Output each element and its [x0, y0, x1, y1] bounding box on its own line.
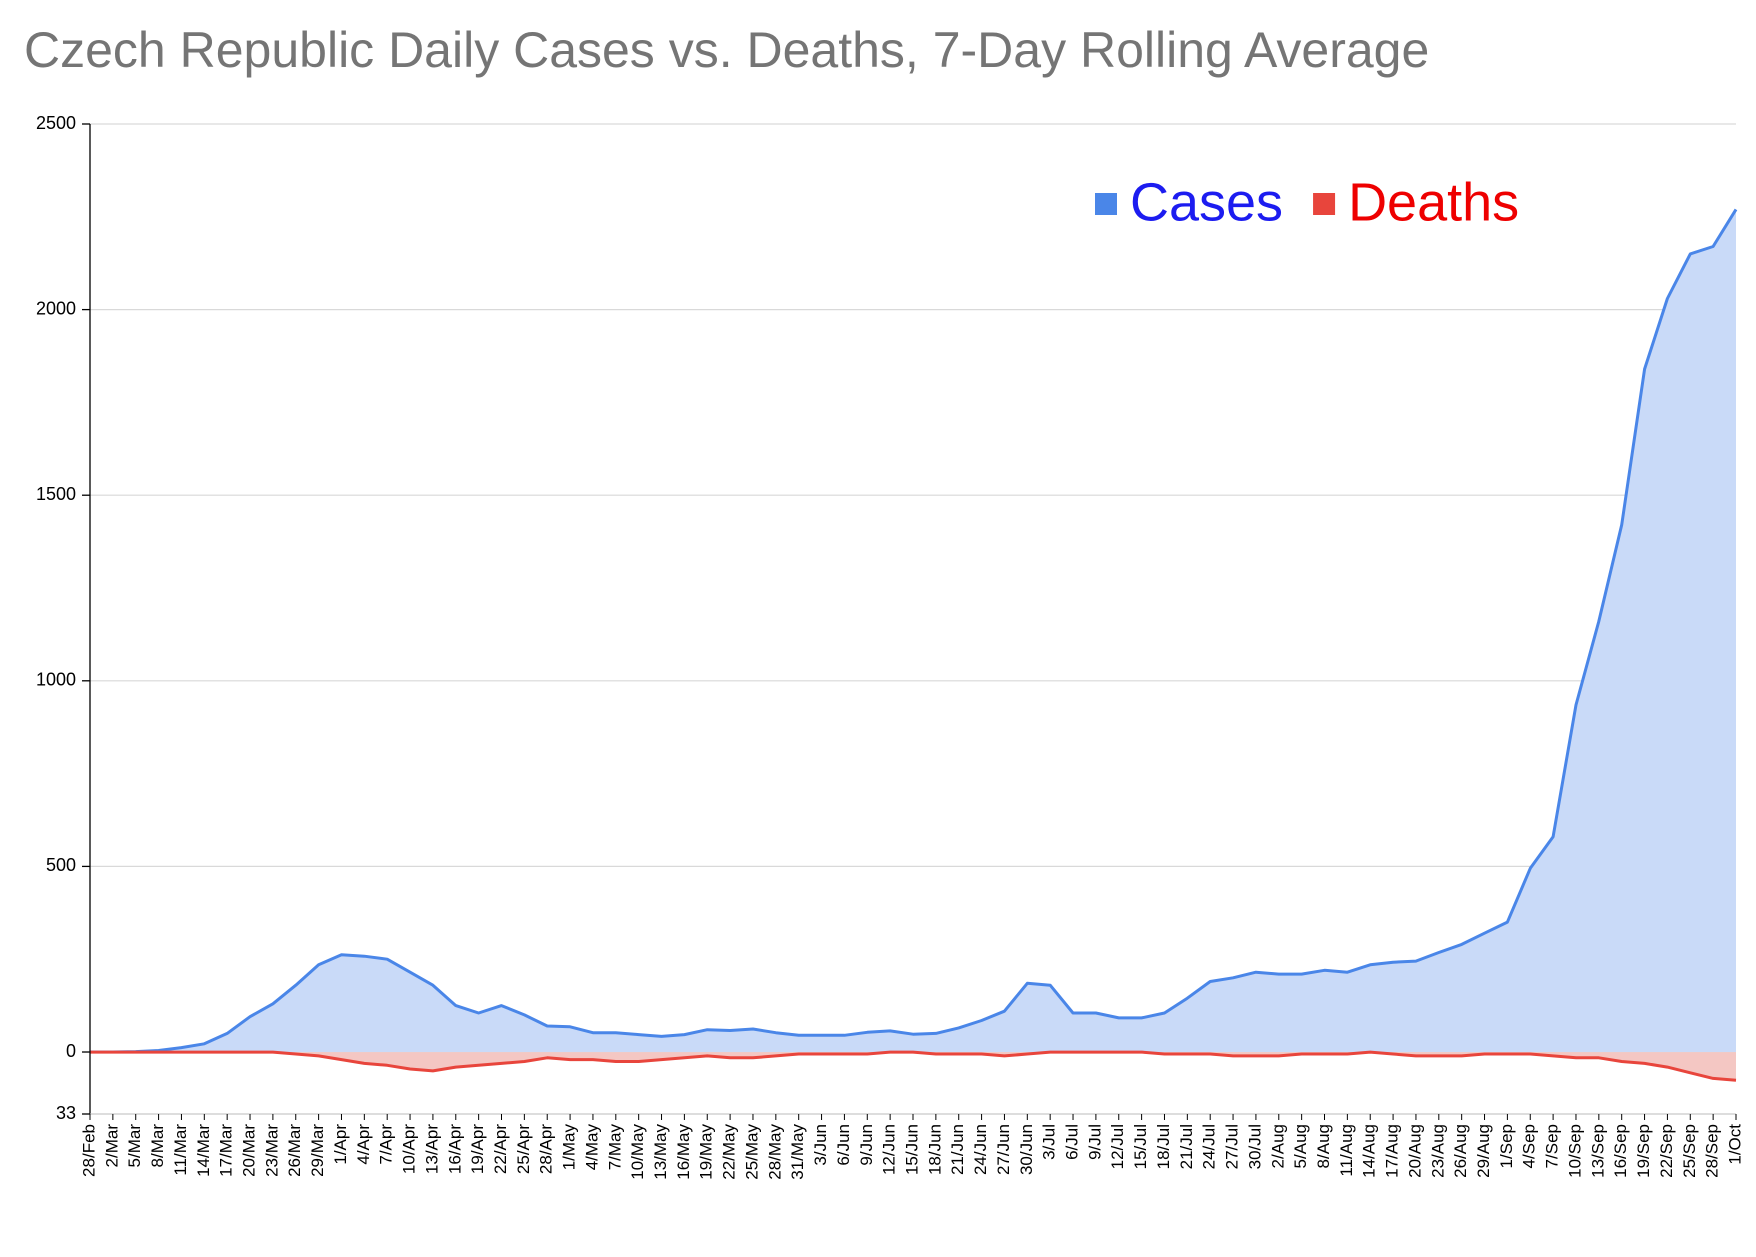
x-tick-label: 4/Sep: [1520, 1124, 1539, 1168]
x-tick-label: 20/Mar: [240, 1124, 259, 1177]
x-tick-label: 8/Mar: [148, 1124, 167, 1168]
y-tick-label: 1000: [36, 670, 76, 690]
x-tick-label: 4/Apr: [354, 1124, 373, 1165]
x-tick-label: 30/Jun: [1017, 1124, 1036, 1175]
grid: [90, 123, 1736, 1053]
x-tick-label: 28/Sep: [1703, 1124, 1722, 1178]
x-tick-label: 9/Jul: [1085, 1124, 1104, 1160]
y-tick-label: 1500: [36, 484, 76, 504]
x-tick-label: 24/Jun: [971, 1124, 990, 1175]
x-tick-label: 13/Sep: [1588, 1124, 1607, 1178]
legend-label: Deaths: [1348, 172, 1519, 232]
x-tick-label: 24/Jul: [1200, 1124, 1219, 1169]
x-tick-label: 26/Aug: [1451, 1124, 1470, 1178]
x-tick-label: 20/Aug: [1405, 1124, 1424, 1178]
y-tick-label: 0: [66, 1041, 76, 1061]
x-tick-label: 12/Jun: [880, 1124, 899, 1175]
x-tick-label: 29/Aug: [1474, 1124, 1493, 1178]
legend-label: Cases: [1130, 172, 1283, 232]
x-tick-label: 27/Jul: [1223, 1124, 1242, 1169]
x-tick-label: 8/Aug: [1314, 1124, 1333, 1168]
series-area: [90, 1052, 1736, 1081]
x-tick-label: 2/Mar: [102, 1124, 121, 1168]
x-tick-label: 22/Sep: [1657, 1124, 1676, 1178]
series-area: [90, 209, 1736, 1053]
x-tick-label: 14/Aug: [1360, 1124, 1379, 1178]
x-tick-label: 19/May: [697, 1124, 716, 1180]
x-tick-label: 22/May: [720, 1124, 739, 1180]
x-tick-label: 5/Aug: [1291, 1124, 1310, 1168]
x-tick-label: 21/Jun: [948, 1124, 967, 1175]
x-tick-label: 18/Jun: [925, 1124, 944, 1175]
x-tick-label: 19/Apr: [468, 1124, 487, 1174]
x-tick-label: 1/Oct: [1725, 1124, 1744, 1165]
series-line: [90, 1050, 1737, 1082]
x-tick-label: 28/Feb: [79, 1124, 98, 1177]
x-tick-label: 25/Sep: [1680, 1124, 1699, 1178]
x-tick-label: 25/May: [742, 1124, 761, 1180]
x-tick-label: 7/Sep: [1543, 1124, 1562, 1168]
x-tick-label: 28/May: [765, 1124, 784, 1180]
x-tick-label: 25/Apr: [514, 1124, 533, 1174]
x-tick-label: 13/Apr: [422, 1124, 441, 1174]
x-tick-label: 3/Jul: [1040, 1124, 1059, 1160]
x-tick-label: 4/May: [582, 1124, 601, 1171]
x-tick-label: 31/May: [788, 1124, 807, 1180]
x-tick-label: 23/Aug: [1428, 1124, 1447, 1178]
y-tick-label: 500: [46, 855, 76, 875]
x-tick-label: 2/Aug: [1268, 1124, 1287, 1168]
x-tick-label: 21/Jul: [1177, 1124, 1196, 1169]
legend-swatch: [1313, 193, 1336, 215]
x-tick-label: 6/Jun: [834, 1124, 853, 1166]
x-tick-label: 5/Mar: [125, 1124, 144, 1168]
x-tick-label: 23/Mar: [262, 1124, 281, 1177]
x-tick-label: 16/Sep: [1611, 1124, 1630, 1178]
x-tick-label: 3/Jun: [811, 1124, 830, 1166]
x-tick-label: 17/Aug: [1383, 1124, 1402, 1178]
x-tick-label: 15/Jul: [1131, 1124, 1150, 1169]
x-tick-label: 18/Jul: [1154, 1124, 1173, 1169]
y-tick-label: 2500: [36, 113, 76, 133]
x-tick-label: 22/Apr: [491, 1124, 510, 1174]
legend: Cases Deaths: [1095, 172, 1519, 232]
y2-tick-label: 33: [56, 1103, 76, 1123]
x-tick-label: 1/May: [560, 1124, 579, 1171]
x-tick-label: 7/May: [605, 1124, 624, 1171]
x-tick-label: 1/Sep: [1497, 1124, 1516, 1168]
x-tick-label: 28/Apr: [537, 1124, 556, 1174]
y-tick-label: 2000: [36, 298, 76, 318]
chart-title: Czech Republic Daily Cases vs. Deaths, 7…: [24, 22, 1429, 78]
x-tick-label: 10/Apr: [400, 1124, 419, 1174]
x-tick-label: 16/Apr: [445, 1124, 464, 1174]
plot-area: [90, 208, 1738, 1082]
x-tick-label: 10/May: [628, 1124, 647, 1180]
x-tick-label: 16/May: [674, 1124, 693, 1180]
x-tick-label: 15/Jun: [902, 1124, 921, 1175]
x-tick-label: 11/Aug: [1337, 1124, 1356, 1177]
x-tick-label: 27/Jun: [994, 1124, 1013, 1175]
x-tick-label: 26/Mar: [285, 1124, 304, 1177]
x-tick-label: 30/Jul: [1245, 1124, 1264, 1169]
x-tick-label: 29/Mar: [308, 1124, 327, 1177]
x-tick-label: 13/May: [651, 1124, 670, 1180]
series-line: [90, 208, 1738, 1054]
x-tick-label: 14/Mar: [194, 1124, 213, 1177]
x-tick-label: 12/Jul: [1108, 1124, 1127, 1169]
x-tick-label: 19/Sep: [1634, 1124, 1653, 1178]
x-tick-label: 17/Mar: [217, 1124, 236, 1177]
x-tick-label: 7/Apr: [377, 1124, 396, 1165]
x-tick-label: 6/Jul: [1063, 1124, 1082, 1160]
x-tick-label: 1/Apr: [331, 1124, 350, 1165]
x-tick-label: 11/Mar: [171, 1124, 190, 1176]
x-tick-label: 9/Jun: [857, 1124, 876, 1166]
x-tick-label: 10/Sep: [1565, 1124, 1584, 1178]
legend-swatch: [1095, 193, 1117, 215]
